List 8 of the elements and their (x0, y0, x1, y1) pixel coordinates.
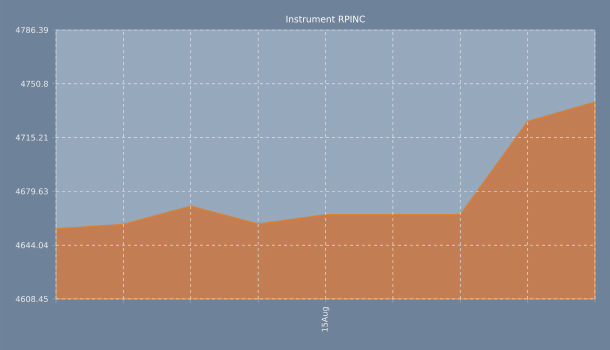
chart-title: Instrument RPINC (286, 16, 365, 22)
y-tick-label: 4644.04 (16, 242, 48, 248)
y-tick-label: 4786.39 (16, 26, 48, 34)
y-tick-label: 4750.8 (20, 80, 48, 87)
y-tick-label: 4608.45 (16, 296, 48, 302)
y-tick-label: 4679.63 (16, 188, 48, 194)
y-tick-label: 4715.21 (16, 134, 48, 141)
x-tick-label: 15Aug (322, 307, 330, 332)
